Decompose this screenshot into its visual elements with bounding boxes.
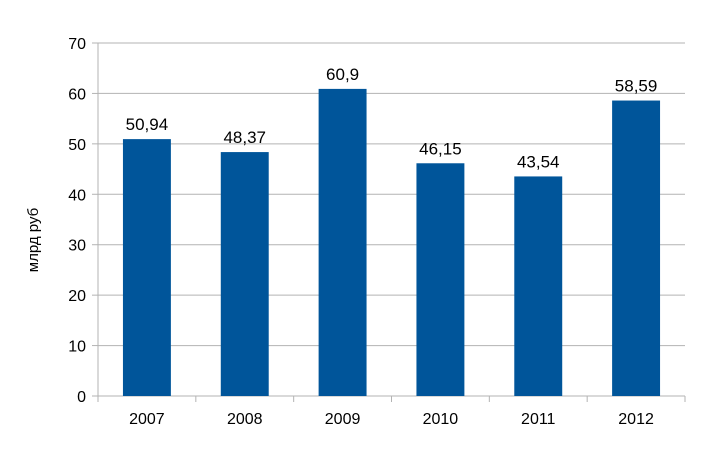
bar-2007 [122, 139, 171, 396]
x-tick-labels: 2007 2008 2009 2010 2011 2012 [129, 411, 654, 428]
data-labels: 50,94 48,37 60,9 46,15 43,54 58,59 [126, 65, 658, 172]
y-tick-label: 10 [68, 339, 86, 356]
data-label-2007: 50,94 [126, 115, 169, 134]
data-label-2008: 48,37 [223, 128, 266, 147]
y-tick-label: 30 [68, 238, 86, 255]
y-axis-title: млрд руб [25, 208, 42, 272]
bar-2008 [220, 152, 269, 396]
axes [92, 42, 686, 402]
bar-2009 [318, 88, 367, 396]
x-tick-label-2009: 2009 [325, 411, 361, 428]
x-tick-label-2012: 2012 [618, 411, 654, 428]
x-tick-label-2010: 2010 [423, 411, 459, 428]
data-label-2011: 43,54 [517, 152, 560, 171]
y-tick-label: 40 [68, 187, 86, 204]
data-label-2010: 46,15 [419, 139, 462, 158]
y-tick-label: 20 [68, 288, 86, 305]
data-label-2009: 60,9 [326, 65, 359, 84]
bar-2011 [514, 176, 563, 396]
bars [122, 88, 661, 396]
y-tick-label: 60 [68, 86, 86, 103]
y-tick-label: 70 [68, 36, 86, 53]
bar-2012 [612, 100, 661, 396]
x-tick-label-2011: 2011 [521, 411, 556, 428]
y-tick-label: 50 [68, 137, 86, 154]
y-tick-labels: 0 10 20 30 40 50 60 70 [68, 36, 86, 406]
x-tick-label-2008: 2008 [227, 411, 263, 428]
data-label-2012: 58,59 [615, 77, 658, 96]
gridlines [98, 42, 685, 347]
x-tick-label-2007: 2007 [129, 411, 165, 428]
bar-2010 [416, 163, 465, 396]
y-tick-label: 0 [77, 389, 86, 406]
